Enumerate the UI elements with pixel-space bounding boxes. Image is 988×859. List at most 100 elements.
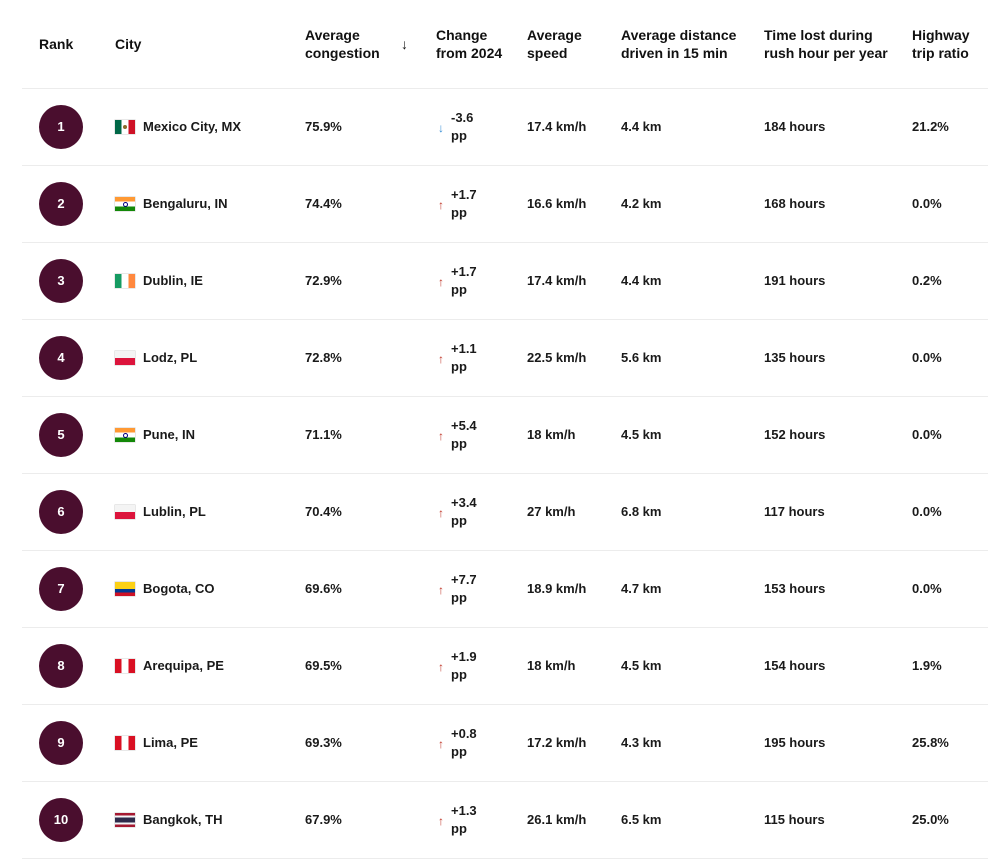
table-row[interactable]: 3 Dublin, IE 72.9% ↑ +1.7 pp 17.4 km/h 4.… [22, 243, 988, 320]
speed-cell: 18 km/h [527, 658, 576, 673]
city-name: Bogota, CO [143, 581, 215, 596]
arrow-up-icon: ↑ [438, 429, 444, 443]
city-cell: Lodz, PL [115, 320, 197, 396]
change-value: +3.4 pp [451, 495, 477, 528]
rank-badge: 7 [39, 567, 83, 611]
distance-cell: 4.4 km [621, 119, 662, 134]
city-cell: Bogota, CO [115, 551, 215, 627]
change-value: +0.8 pp [451, 726, 477, 759]
table-row[interactable]: 8 Arequipa, PE 69.5% ↑ +1.9 pp 18 km/h 4.… [22, 628, 988, 705]
congestion-cell: 72.8% [305, 350, 342, 365]
rank-cell: 5 [39, 397, 83, 473]
change-cell: ↑ +3.4 pp [436, 474, 485, 550]
distance-cell: 6.8 km [621, 504, 662, 519]
highway-ratio-cell: 0.0% [912, 350, 942, 365]
arrow-up-icon: ↑ [438, 814, 444, 828]
column-header-highway[interactable]: Highway trip ratio [912, 0, 984, 88]
flag-icon [115, 120, 135, 134]
city-name: Lima, PE [143, 735, 198, 750]
rank-cell: 7 [39, 551, 83, 627]
change-cell: ↑ +1.1 pp [436, 320, 485, 396]
flag-icon [115, 197, 135, 211]
city-name: Arequipa, PE [143, 658, 224, 673]
change-value: +1.3 pp [451, 803, 477, 836]
city-name: Bengaluru, IN [143, 196, 228, 211]
congestion-cell: 75.9% [305, 119, 342, 134]
congestion-ranking-table: Rank City Average congestion ↓ Change fr… [22, 0, 988, 859]
table-row[interactable]: 6 Lublin, PL 70.4% ↑ +3.4 pp 27 km/h 6.8 … [22, 474, 988, 551]
column-header-time-lost[interactable]: Time lost during rush hour per year [764, 0, 892, 88]
change-value: +1.7 pp [451, 264, 477, 297]
speed-cell: 16.6 km/h [527, 196, 587, 211]
city-name: Lublin, PL [143, 504, 206, 519]
column-header-label: Average speed [527, 27, 582, 61]
column-header-rank[interactable]: Rank [39, 0, 99, 88]
column-header-distance[interactable]: Average distance driven in 15 min [621, 0, 746, 88]
city-cell: Dublin, IE [115, 243, 203, 319]
rank-cell: 9 [39, 705, 83, 781]
highway-ratio-cell: 25.0% [912, 812, 949, 827]
column-header-speed[interactable]: Average speed [527, 0, 602, 88]
table-header: Rank City Average congestion ↓ Change fr… [22, 0, 988, 89]
flag-icon [115, 582, 135, 596]
rank-cell: 10 [39, 782, 83, 858]
congestion-cell: 71.1% [305, 427, 342, 442]
rank-cell: 6 [39, 474, 83, 550]
highway-ratio-cell: 1.9% [912, 658, 942, 673]
congestion-cell: 70.4% [305, 504, 342, 519]
table-row[interactable]: 7 Bogota, CO 69.6% ↑ +7.7 pp 18.9 km/h 4.… [22, 551, 988, 628]
arrow-up-icon: ↑ [438, 660, 444, 674]
city-cell: Mexico City, MX [115, 89, 241, 165]
column-header-label: Time lost during rush hour per year [764, 27, 888, 61]
highway-ratio-cell: 21.2% [912, 119, 949, 134]
flag-icon [115, 428, 135, 442]
speed-cell: 26.1 km/h [527, 812, 587, 827]
speed-cell: 27 km/h [527, 504, 576, 519]
congestion-cell: 69.5% [305, 658, 342, 673]
time-lost-cell: 152 hours [764, 427, 826, 442]
arrow-down-icon: ↓ [438, 121, 444, 135]
distance-cell: 5.6 km [621, 350, 662, 365]
table-row[interactable]: 2 Bengaluru, IN 74.4% ↑ +1.7 pp 16.6 km/h… [22, 166, 988, 243]
arrow-up-icon: ↑ [438, 737, 444, 751]
table-row[interactable]: 1 Mexico City, MX 75.9% ↓ -3.6 pp 17.4 km… [22, 89, 988, 166]
speed-cell: 17.4 km/h [527, 119, 587, 134]
change-value: +1.7 pp [451, 187, 477, 220]
table-row[interactable]: 9 Lima, PE 69.3% ↑ +0.8 pp 17.2 km/h 4.3 … [22, 705, 988, 782]
time-lost-cell: 184 hours [764, 119, 826, 134]
change-value: +5.4 pp [451, 418, 477, 451]
speed-cell: 22.5 km/h [527, 350, 587, 365]
table-row[interactable]: 10 Bangkok, TH 67.9% ↑ +1.3 pp 26.1 km/h … [22, 782, 988, 859]
city-cell: Lublin, PL [115, 474, 206, 550]
table-row[interactable]: 4 Lodz, PL 72.8% ↑ +1.1 pp 22.5 km/h 5.6 … [22, 320, 988, 397]
distance-cell: 4.4 km [621, 273, 662, 288]
rank-badge: 9 [39, 721, 83, 765]
arrow-up-icon: ↑ [438, 583, 444, 597]
rank-badge: 5 [39, 413, 83, 457]
column-header-label: Change from 2024 [436, 27, 503, 61]
distance-cell: 4.7 km [621, 581, 662, 596]
change-cell: ↑ +1.7 pp [436, 243, 485, 319]
city-name: Pune, IN [143, 427, 196, 442]
time-lost-cell: 191 hours [764, 273, 826, 288]
arrow-down-icon: ↓ [401, 36, 408, 52]
congestion-cell: 69.6% [305, 581, 342, 596]
flag-icon [115, 736, 135, 750]
arrow-up-icon: ↑ [438, 198, 444, 212]
column-header-congestion[interactable]: Average congestion ↓ [305, 0, 429, 88]
column-header-label: Average congestion [305, 27, 380, 61]
change-value: +1.9 pp [451, 649, 477, 682]
change-cell: ↑ +5.4 pp [436, 397, 485, 473]
time-lost-cell: 168 hours [764, 196, 826, 211]
time-lost-cell: 117 hours [764, 504, 825, 519]
change-value: +1.1 pp [451, 341, 477, 374]
rank-cell: 1 [39, 89, 83, 165]
column-header-city[interactable]: City [115, 0, 235, 88]
city-cell: Arequipa, PE [115, 628, 224, 704]
column-header-change[interactable]: Change from 2024 [436, 0, 506, 88]
table-row[interactable]: 5 Pune, IN 71.1% ↑ +5.4 pp 18 km/h 4.5 km… [22, 397, 988, 474]
highway-ratio-cell: 0.0% [912, 196, 942, 211]
column-header-label: Rank [39, 36, 74, 52]
highway-ratio-cell: 0.0% [912, 581, 942, 596]
rank-badge: 10 [39, 798, 83, 842]
